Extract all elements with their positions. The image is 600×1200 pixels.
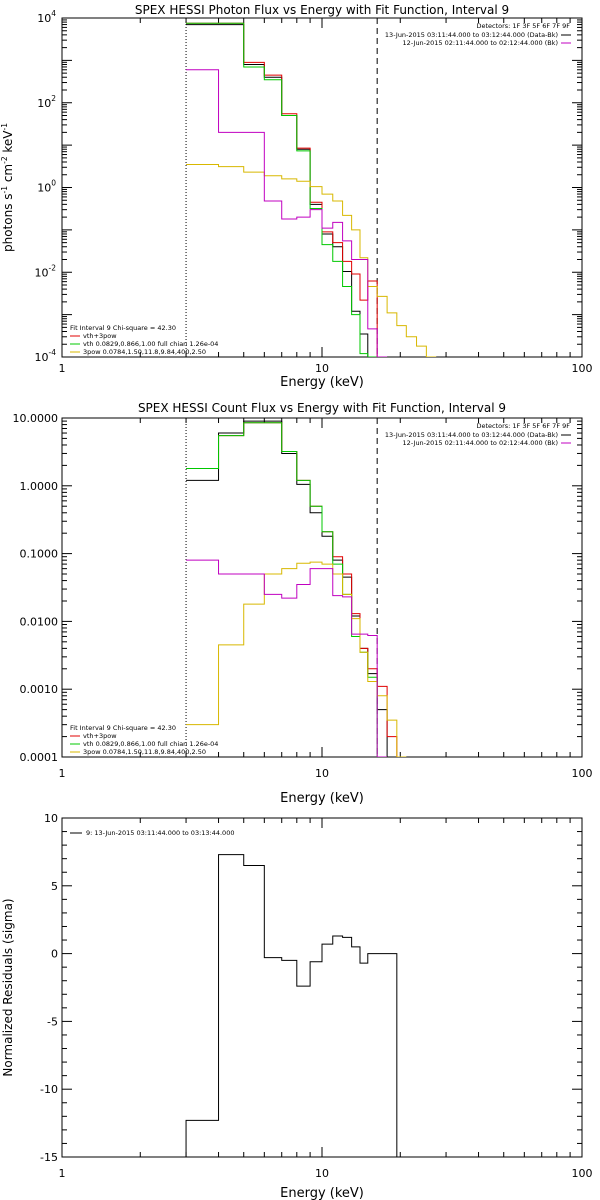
- x-tick-label: 100: [572, 1167, 593, 1180]
- series-total: [186, 22, 378, 357]
- series-residuals: [185, 854, 407, 1157]
- legend-top-left: 9: 13-Jun-2015 03:11:44.000 to 03:13:44.…: [70, 829, 234, 837]
- series-total: [186, 422, 398, 757]
- x-axis: 1 10 100 Energy (keV): [59, 18, 593, 390]
- chart-panel-2: SPEX HESSI Count Flux vs Energy with Fit…: [13, 401, 593, 806]
- series-nonthermal: [186, 163, 437, 357]
- y-tick-label: 10-2: [35, 263, 57, 279]
- series-thermal: [186, 422, 388, 757]
- y-tick-label: 10.0000: [13, 412, 59, 425]
- legend-top-right: Detectors: 1F 3F 5F 6F 7F 9F13-Jun-2015 …: [385, 422, 571, 447]
- x-tick-label: 10: [315, 1167, 329, 1180]
- y-tick-label: 100: [37, 179, 56, 195]
- legend-entry-label: vth+3pow: [83, 332, 117, 340]
- series-background: [186, 69, 388, 357]
- x-axis-label: Energy (keV): [280, 1186, 364, 1200]
- series-thermal: [186, 22, 378, 357]
- plot-frame: [61, 817, 583, 1158]
- legend-entry-label: 3pow 0.0784,1.50,11.8,9.84,400,2.50: [83, 348, 206, 356]
- x-axis-label: Energy (keV): [280, 375, 364, 390]
- chart-title: SPEX HESSI Photon Flux vs Energy with Fi…: [135, 3, 509, 17]
- legend-bottom-left: Fit Interval 9 Chi-square = 42.30vth+3po…: [70, 724, 218, 756]
- series-background: [186, 559, 388, 757]
- legend-header: Fit Interval 9 Chi-square = 42.30: [70, 324, 176, 332]
- y-tick-label: 5: [51, 880, 58, 893]
- y-axis-label: photons s-1 cm-2 keV-1: [0, 123, 15, 252]
- legend-entry-label: 13-Jun-2015 03:11:44.000 to 03:12:44.000…: [385, 31, 558, 39]
- legend-top-right: Detectors: 1F 3F 5F 6F 7F 9F13-Jun-2015 …: [385, 22, 571, 47]
- legend-entry-label: 9: 13-Jun-2015 03:11:44.000 to 03:13:44.…: [86, 829, 234, 837]
- x-tick-label: 100: [572, 767, 593, 780]
- y-tick-label: 1.0000: [20, 480, 59, 493]
- x-tick-label: 100: [572, 362, 593, 375]
- y-tick-label: -5: [47, 1015, 58, 1028]
- y-tick-label: 10: [44, 812, 58, 825]
- series-group: [185, 854, 407, 1157]
- legend-entry-label: 13-Jun-2015 03:11:44.000 to 03:12:44.000…: [385, 431, 558, 439]
- chart-panel-1: SPEX HESSI Photon Flux vs Energy with Fi…: [0, 3, 593, 390]
- series-nonthermal: [186, 561, 407, 757]
- legend-entry-label: 3pow 0.0784,1.50,11.8,9.84,400,2.50: [83, 748, 206, 756]
- y-axis-label: Normalized Residuals (sigma): [1, 898, 15, 1076]
- y-tick-label: -10: [40, 1083, 58, 1096]
- y-tick-label: -15: [40, 1151, 58, 1164]
- y-tick-label: 0.0010: [20, 683, 59, 696]
- y-tick-label: 0.0001: [20, 751, 59, 764]
- legend-entry-label: vth+3pow: [83, 732, 117, 740]
- chart-title: SPEX HESSI Count Flux vs Energy with Fit…: [138, 401, 506, 415]
- x-tick-label: 10: [315, 767, 329, 780]
- x-tick-label: 1: [59, 362, 66, 375]
- y-tick-label: 102: [37, 94, 56, 110]
- legend-bottom-left: Fit Interval 9 Chi-square = 42.30vth+3po…: [70, 324, 218, 356]
- series-group: [186, 420, 407, 757]
- x-axis: 1 10 100 Energy (keV): [59, 418, 593, 806]
- chart-panel-3: 1 10 100 Energy (keV) -15 -10 -5 0 5 10 Normalized…: [1, 812, 593, 1200]
- legend-header: Fit Interval 9 Chi-square = 42.30: [70, 724, 176, 732]
- series-data: [186, 420, 397, 757]
- y-tick-label: 0.0100: [20, 615, 59, 628]
- legend-entry-label: vth 0.0829,0.866,1.00 full chian 1.26e-0…: [83, 340, 218, 348]
- x-tick-label: 1: [59, 1167, 66, 1180]
- y-tick-label: 0.1000: [20, 548, 59, 561]
- legend-header: Detectors: 1F 3F 5F 6F 7F 9F: [476, 422, 570, 430]
- series-data: [186, 24, 378, 357]
- legend-header: Detectors: 1F 3F 5F 6F 7F 9F: [476, 22, 570, 30]
- y-tick-label: 104: [37, 9, 56, 25]
- x-tick-label: 1: [59, 767, 66, 780]
- x-axis: 1 10 100 Energy (keV): [59, 818, 593, 1200]
- legend-entry-label: 12-Jun-2015 02:11:44.000 to 02:12:44.000…: [403, 39, 558, 47]
- x-axis-label: Energy (keV): [280, 791, 364, 806]
- series-group: [186, 22, 437, 357]
- y-axis: -15 -10 -5 0 5 10 Normalized Residuals (sigma): [1, 812, 582, 1164]
- plot-frame: [61, 417, 583, 758]
- legend-entry-label: vth 0.0829,0.866,1.00 full chian 1.26e-0…: [83, 740, 218, 748]
- legend-entry-label: 12-Jun-2015 02:11:44.000 to 02:12:44.000…: [403, 439, 558, 447]
- y-axis: 0.0001 0.0010 0.0100 0.1000 1.0000 10.0000: [13, 412, 582, 764]
- x-tick-label: 10: [315, 362, 329, 375]
- y-axis: 10-4 10-2 100 102 104 photons s-1 cm-2 keV-1: [0, 9, 582, 364]
- y-tick-label: 0: [51, 948, 58, 961]
- y-tick-label: 10-4: [35, 348, 57, 364]
